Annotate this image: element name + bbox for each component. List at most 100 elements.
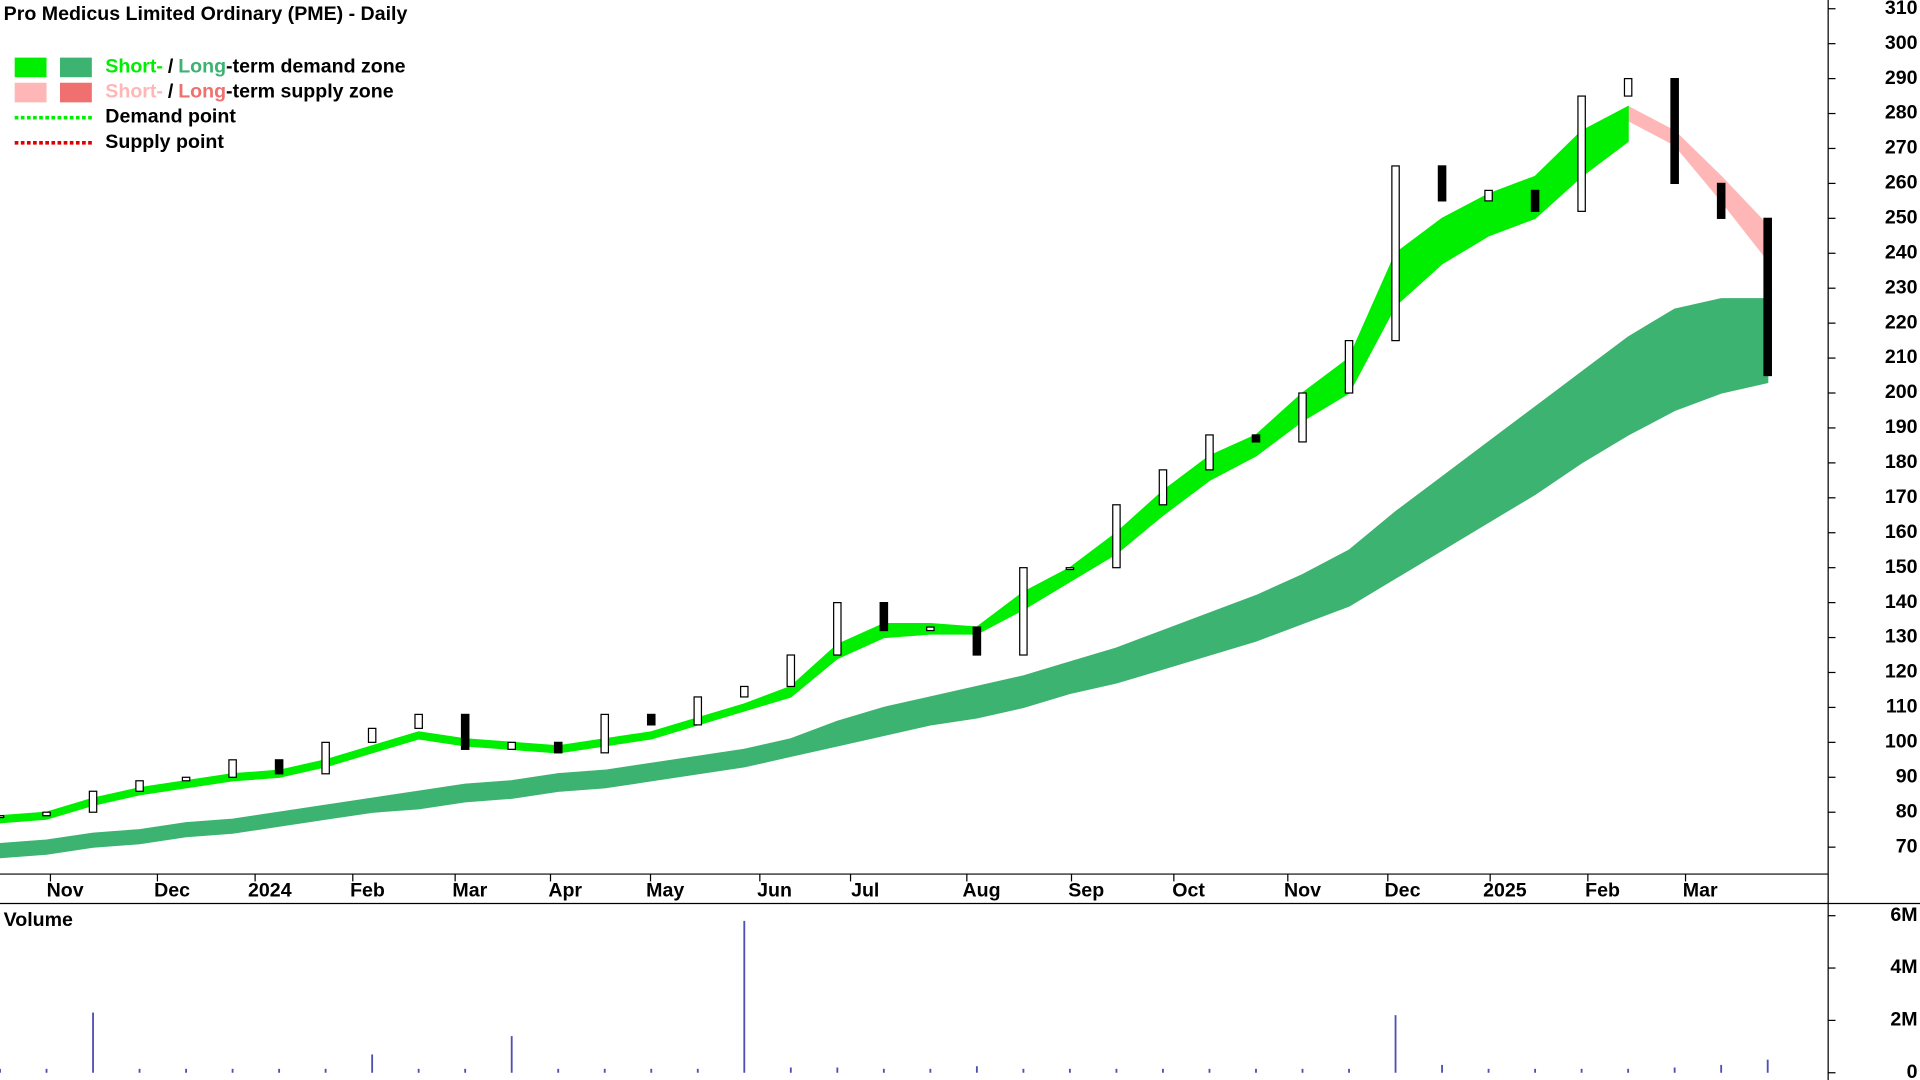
legend-text-part: Supply point: [105, 131, 224, 153]
y-tick-label: 130: [1885, 626, 1918, 648]
x-tick-label: Apr: [548, 879, 582, 901]
candle: [972, 626, 982, 656]
x-tick-label: May: [646, 879, 684, 901]
legend-label: Short- / Long-term demand zone: [105, 56, 405, 78]
candle: [1670, 77, 1679, 185]
y-tick-label: 100: [1885, 731, 1918, 753]
y-tick-label: 220: [1885, 311, 1918, 333]
candle: [879, 602, 889, 632]
candle: [414, 713, 423, 729]
legend-text-part: Short-: [105, 81, 163, 103]
y-tick-label: 150: [1885, 556, 1918, 578]
candle: [1065, 567, 1075, 571]
x-tick-label: Jul: [851, 879, 879, 901]
legend-swatch: [60, 82, 92, 103]
y-tick-label: 160: [1885, 521, 1918, 543]
x-tick-label: Mar: [452, 879, 487, 901]
candle: [926, 626, 935, 632]
legend-text-part: Short-: [105, 56, 163, 78]
y-tick-label: 210: [1885, 346, 1918, 368]
candle: [1391, 165, 1400, 342]
y-tick-label: 180: [1885, 451, 1918, 473]
candle: [646, 713, 656, 726]
candles: [0, 77, 1772, 819]
y-tick-label: 80: [1896, 800, 1918, 822]
candle: [321, 741, 330, 775]
legend-text-part: /: [168, 81, 174, 103]
y-tick-label: 300: [1885, 32, 1918, 54]
candle: [833, 602, 842, 656]
candle: [0, 815, 5, 819]
y-tick-label: 2M: [1890, 1009, 1917, 1031]
candle: [1716, 182, 1726, 219]
legend-swatch: [14, 82, 47, 103]
candle: [1019, 567, 1028, 656]
y-tick-label: 310: [1885, 0, 1918, 19]
y-tick-label: 6M: [1890, 904, 1917, 926]
candle: [740, 685, 749, 698]
candle: [460, 713, 470, 750]
y-tick-label: 70: [1896, 835, 1918, 857]
y-tick-label: 250: [1885, 207, 1918, 229]
candle: [1251, 434, 1261, 443]
candle: [553, 741, 563, 754]
x-tick-label: Mar: [1683, 879, 1718, 901]
legend-text-part: Long: [178, 81, 226, 103]
y-tick-label: 240: [1885, 241, 1918, 263]
volume-title: Volume: [4, 909, 73, 931]
x-tick-label: Jun: [757, 879, 792, 901]
candle: [1437, 165, 1447, 202]
legend-label: Short- / Long-term supply zone: [105, 81, 393, 103]
x-tick-label: Nov: [47, 879, 84, 901]
candle: [274, 759, 284, 775]
candle: [1344, 339, 1354, 394]
candle: [1577, 95, 1586, 212]
legend-swatch: [14, 57, 47, 78]
x-tick-label: Sep: [1068, 879, 1104, 901]
candle: [1205, 434, 1214, 471]
x-tick-label: Feb: [1585, 879, 1620, 901]
candle: [1623, 77, 1633, 97]
candle: [600, 713, 610, 754]
candle: [1530, 189, 1540, 212]
candle: [1112, 504, 1121, 569]
y-tick-label: 170: [1885, 486, 1918, 508]
candle: [1484, 189, 1493, 202]
y-tick-label: 230: [1885, 276, 1918, 298]
volume-panel: Volume 0 2M 4M 6M: [0, 904, 1918, 1080]
candle: [507, 741, 516, 750]
candle: [135, 780, 144, 792]
x-tick-label: Aug: [962, 879, 1000, 901]
candle: [1298, 392, 1307, 443]
candle: [42, 811, 51, 817]
legend-label: Supply point: [105, 131, 224, 153]
y-tick-label: 280: [1885, 102, 1918, 124]
y-tick-label: 260: [1885, 172, 1918, 194]
x-tick-label: Oct: [1172, 879, 1205, 901]
legend-text-part: Long: [178, 56, 226, 78]
x-tick-label: 2025: [1483, 879, 1527, 901]
y-tick-label: 90: [1896, 765, 1918, 787]
legend-text-part: Demand point: [105, 106, 236, 128]
y-tick-label: 270: [1885, 137, 1918, 159]
zone-band: [0, 298, 1769, 859]
y-tick-label: 200: [1885, 381, 1918, 403]
y-tick-label: 190: [1885, 416, 1918, 438]
legend-label: Demand point: [105, 106, 236, 128]
candle: [1763, 217, 1772, 377]
candle: [367, 727, 377, 743]
legend-text-part: /: [168, 56, 174, 78]
candle: [693, 696, 703, 726]
candle: [228, 759, 237, 778]
axes: 70 80 90 100 110 120 130 140 150 160 170 180 190 200 2…: [47, 0, 1918, 901]
x-tick-label: Feb: [350, 879, 385, 901]
y-tick-label: 140: [1885, 591, 1918, 613]
y-tick-label: 290: [1885, 67, 1918, 89]
y-tick-label: 110: [1886, 696, 1918, 718]
candle: [1158, 469, 1168, 506]
x-tick-label: 2024: [248, 879, 292, 901]
legend-text-part: -term supply zone: [226, 81, 394, 103]
